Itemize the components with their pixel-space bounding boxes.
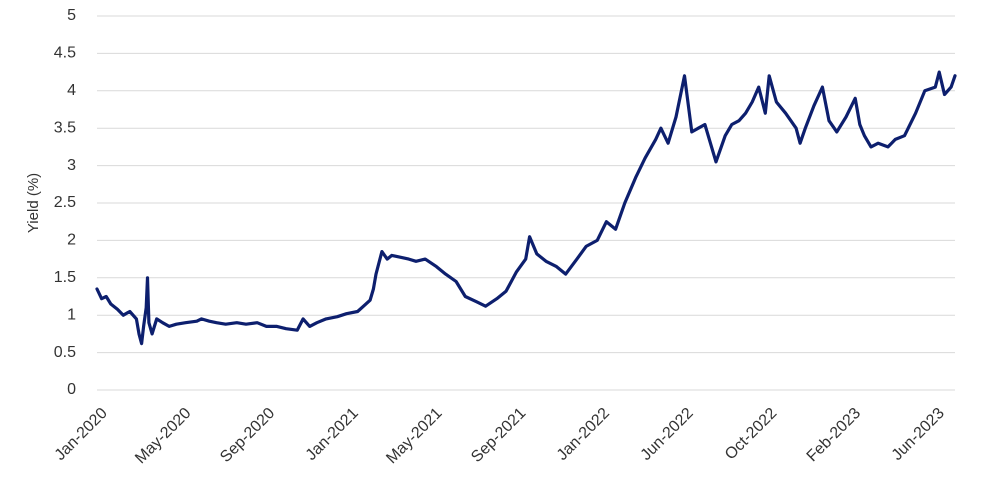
- y-tick-label: 1: [67, 306, 76, 323]
- x-tick-label: Jan-2022: [554, 405, 613, 464]
- x-tick-label: Sep-2021: [468, 405, 529, 466]
- x-tick-label: May-2020: [132, 405, 194, 467]
- x-axis-ticks: Jan-2020 May-2020 Sep-2020 Jan-2021 May-2021…: [52, 405, 948, 467]
- y-tick-label: 2: [67, 232, 76, 249]
- y-tick-label: 0.5: [54, 344, 76, 361]
- x-tick-label: Jan-2021: [303, 405, 362, 464]
- y-tick-label: 0: [67, 381, 76, 398]
- y-tick-label: 3: [67, 157, 76, 174]
- y-tick-label: 4.5: [54, 45, 76, 62]
- x-tick-label: Jan-2020: [52, 405, 111, 464]
- y-tick-label: 1.5: [54, 269, 76, 286]
- y-tick-label: 2.5: [54, 194, 76, 211]
- x-tick-label: May-2021: [383, 405, 445, 467]
- x-tick-label: Oct-2022: [722, 405, 781, 464]
- x-tick-label: Feb-2023: [804, 405, 865, 466]
- y-tick-label: 5: [67, 7, 76, 24]
- y-tick-label: 3.5: [54, 119, 76, 136]
- y-tick-label: 4: [67, 82, 76, 99]
- y-axis-ticks: 0 0.5 1 1.5 2 2.5 3 3.5 4 4.5 5: [54, 7, 76, 398]
- x-tick-label: Sep-2020: [217, 405, 278, 466]
- gridlines: [97, 15, 955, 391]
- yield-series-line: [95, 70, 957, 346]
- y-axis-title: Yield (%): [25, 173, 42, 233]
- x-tick-label: Jun-2023: [889, 405, 948, 464]
- x-tick-label: Jun-2022: [638, 405, 697, 464]
